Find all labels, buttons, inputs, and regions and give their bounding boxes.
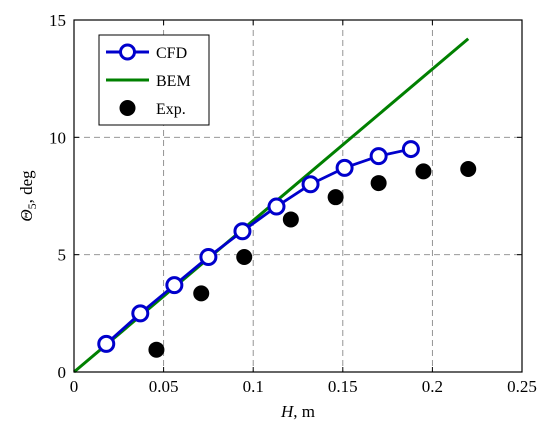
plot-frame bbox=[73, 19, 523, 373]
legend-label-exp: Exp. bbox=[156, 101, 186, 118]
data-point-cfd-3 bbox=[199, 248, 218, 267]
data-point-cfd-7 bbox=[335, 158, 354, 177]
data-point-cfd-4 bbox=[233, 222, 252, 241]
legend-label-cfd: CFD bbox=[156, 45, 187, 62]
series-line-cfd bbox=[105, 147, 412, 345]
legend-label-bem: BEM bbox=[156, 73, 191, 90]
x-tick-label-4: 0.2 bbox=[422, 377, 443, 396]
data-point-exp-7 bbox=[460, 161, 477, 178]
data-point-cfd-0 bbox=[97, 334, 116, 353]
y-axis-subscript: 5 bbox=[25, 203, 39, 209]
data-point-exp-5 bbox=[370, 175, 387, 192]
data-point-exp-1 bbox=[193, 285, 210, 302]
series-layer bbox=[73, 37, 477, 374]
y-axis-label: Θ5, deg bbox=[17, 170, 39, 222]
data-point-exp-6 bbox=[415, 163, 432, 180]
y-tick-label-1: 5 bbox=[58, 246, 67, 265]
legend-marker-exp bbox=[119, 100, 136, 116]
data-point-exp-4 bbox=[327, 189, 344, 206]
x-tick-label-3: 0.15 bbox=[328, 377, 358, 396]
y-tick-label-2: 10 bbox=[49, 128, 66, 147]
data-point-cfd-1 bbox=[131, 304, 150, 323]
y-axis-symbol: Θ bbox=[17, 209, 36, 221]
data-point-cfd-9 bbox=[401, 140, 420, 159]
x-tick-label-5: 0.25 bbox=[507, 377, 537, 396]
data-point-cfd-6 bbox=[301, 175, 320, 194]
data-point-cfd-5 bbox=[267, 197, 286, 216]
y-tick-label-3: 15 bbox=[49, 11, 66, 30]
y-axis-unit: , deg bbox=[17, 170, 36, 204]
data-point-exp-2 bbox=[236, 249, 253, 266]
ticks bbox=[73, 19, 523, 373]
x-tick-label-1: 0.05 bbox=[149, 377, 179, 396]
legend-marker-cfd bbox=[119, 43, 136, 61]
x-axis-symbol: H bbox=[280, 402, 295, 421]
data-point-cfd-8 bbox=[369, 147, 388, 166]
data-point-exp-0 bbox=[148, 341, 165, 358]
data-point-cfd-2 bbox=[165, 276, 184, 295]
legend: CFD BEM Exp. bbox=[98, 34, 210, 126]
y-tick-label-0: 0 bbox=[58, 363, 67, 382]
x-axis-unit: , m bbox=[293, 402, 315, 421]
x-tick-label-0: 0 bbox=[70, 377, 79, 396]
data-point-exp-3 bbox=[282, 211, 299, 228]
grid bbox=[74, 20, 522, 372]
legend-items: CFD BEM Exp. bbox=[106, 43, 191, 118]
tick-labels: 0 0.05 0.1 0.15 0.2 0.25 0 5 10 15 bbox=[49, 11, 537, 396]
x-tick-label-2: 0.1 bbox=[243, 377, 264, 396]
x-axis-label: H, m bbox=[280, 402, 315, 421]
